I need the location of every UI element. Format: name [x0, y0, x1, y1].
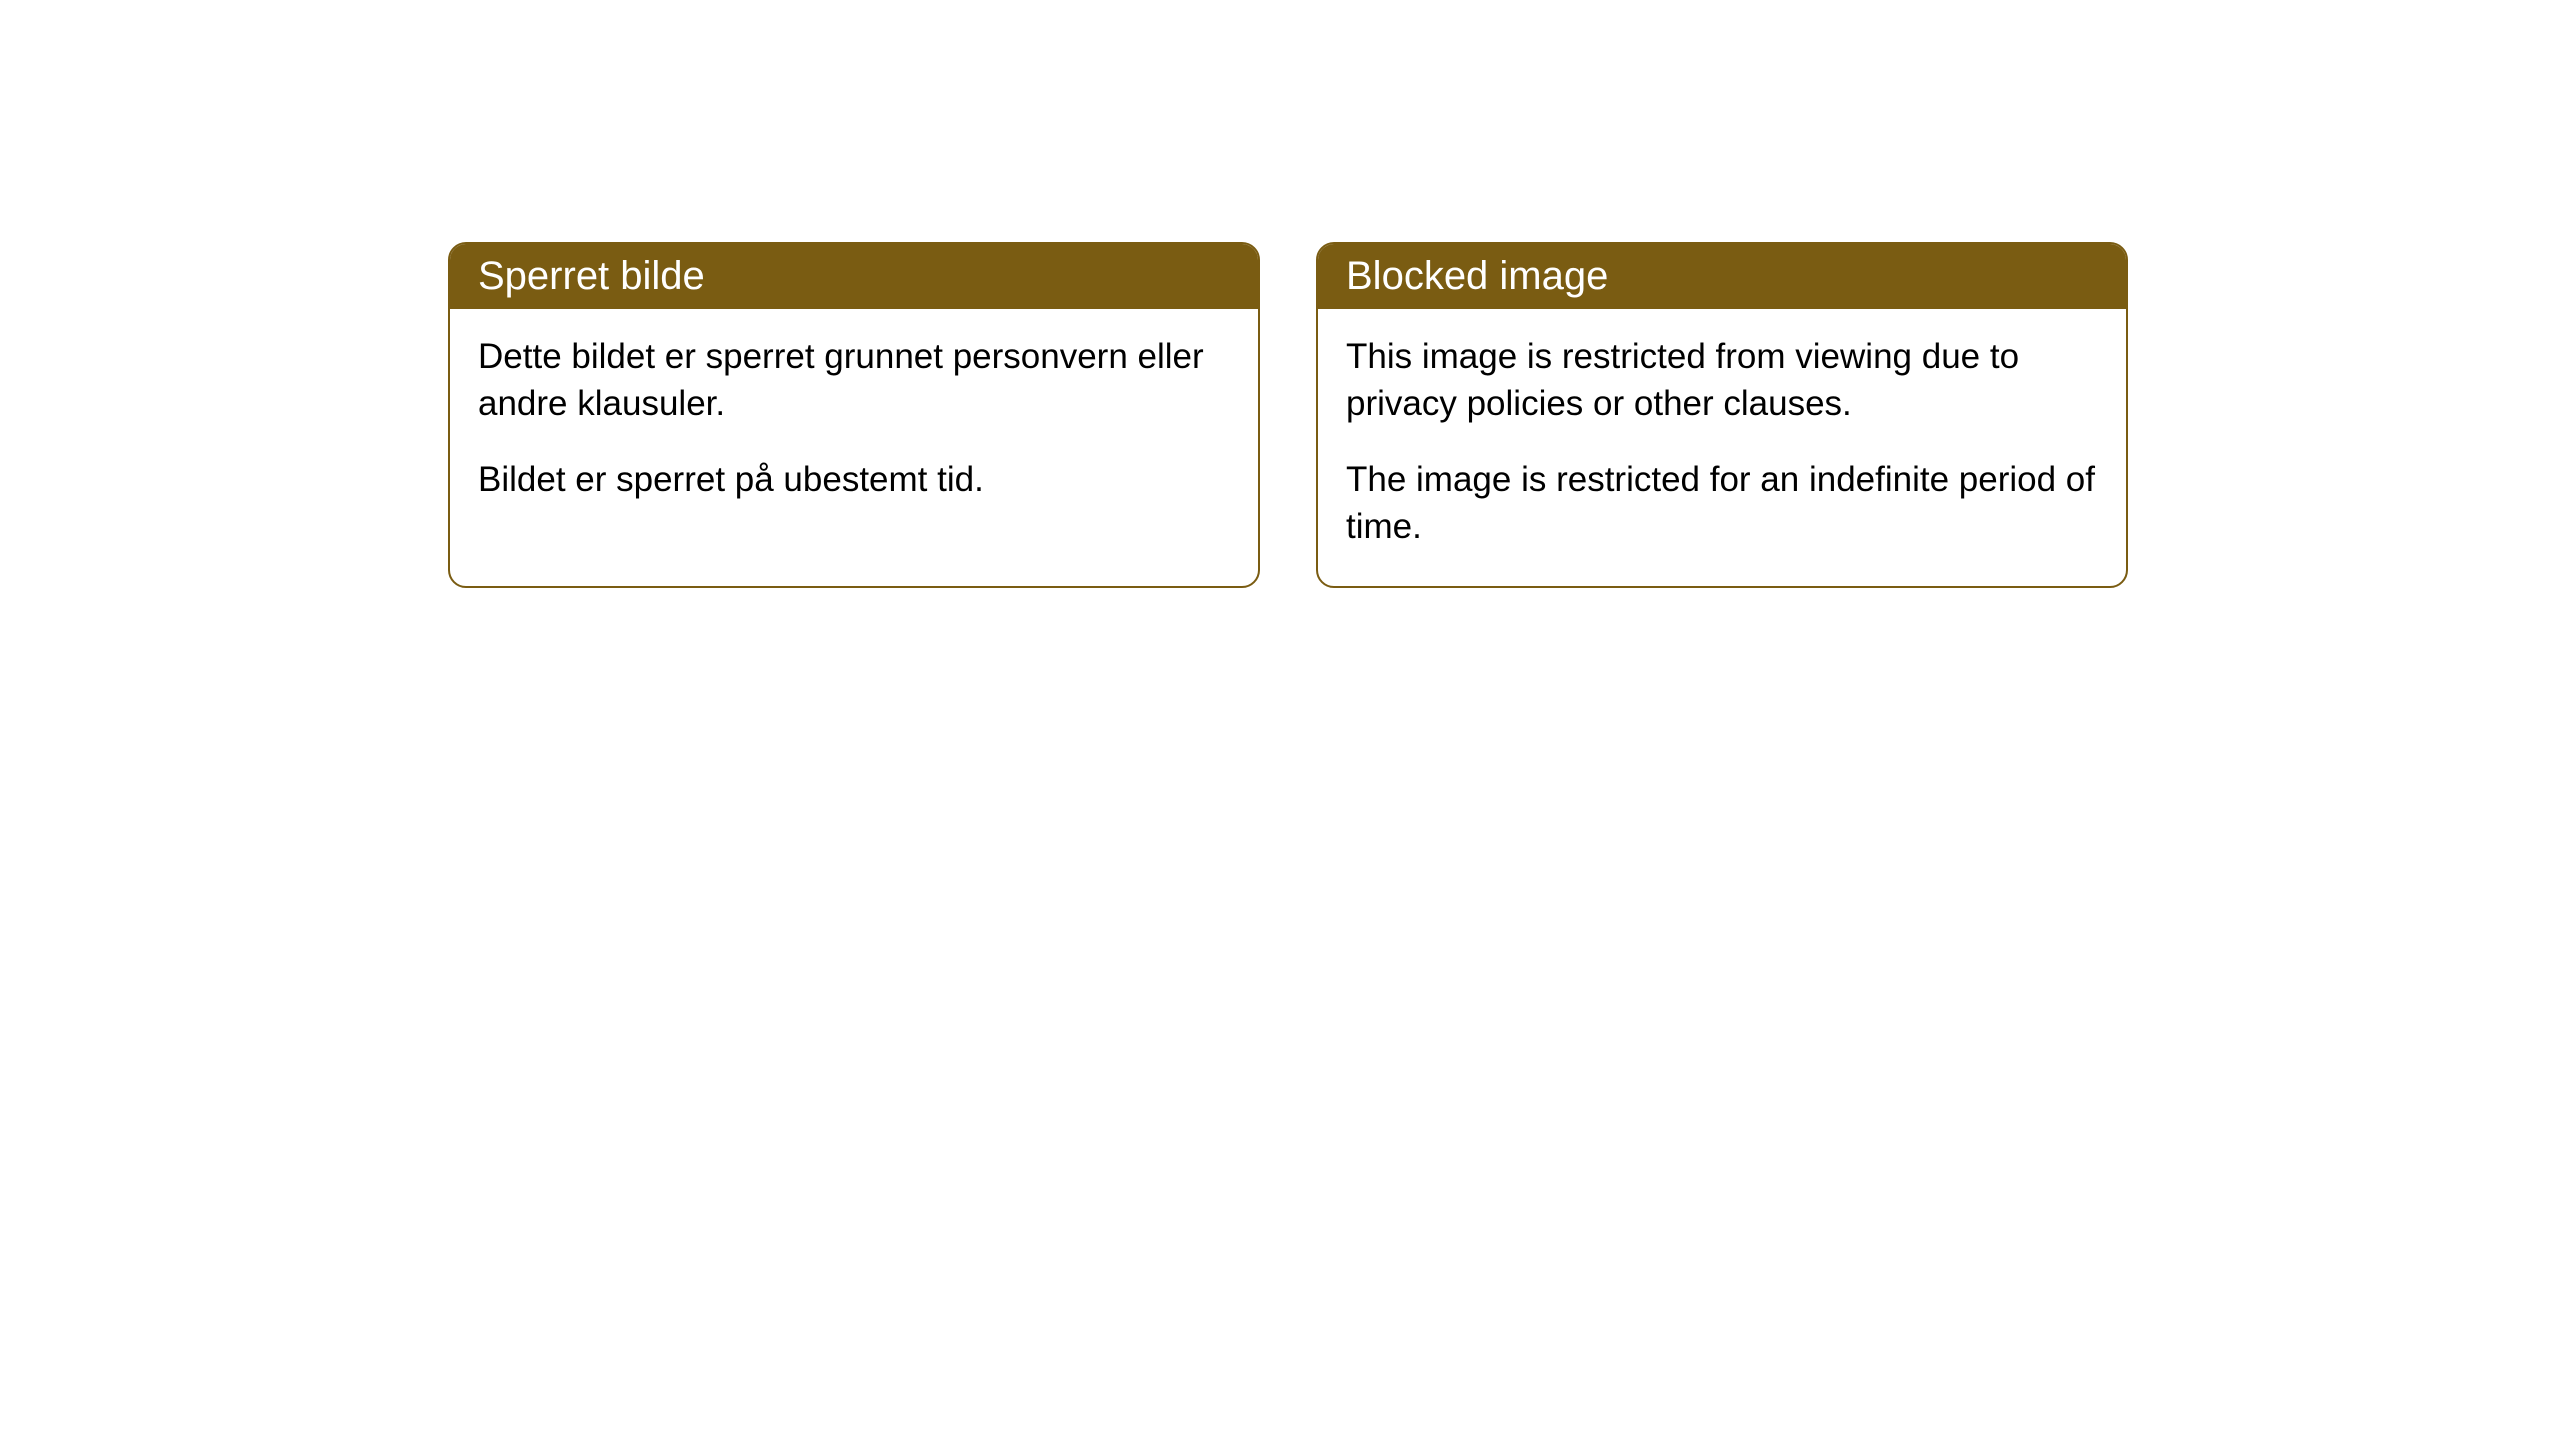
card-paragraph: This image is restricted from viewing du… — [1346, 333, 2098, 428]
card-paragraph: The image is restricted for an indefinit… — [1346, 456, 2098, 551]
card-paragraph: Bildet er sperret på ubestemt tid. — [478, 456, 1230, 503]
card-body: This image is restricted from viewing du… — [1318, 309, 2126, 586]
card-body: Dette bildet er sperret grunnet personve… — [450, 309, 1258, 539]
blocked-image-card-norwegian: Sperret bilde Dette bildet er sperret gr… — [448, 242, 1260, 588]
card-paragraph: Dette bildet er sperret grunnet personve… — [478, 333, 1230, 428]
card-header: Sperret bilde — [450, 244, 1258, 309]
notice-cards-container: Sperret bilde Dette bildet er sperret gr… — [0, 0, 2560, 588]
blocked-image-card-english: Blocked image This image is restricted f… — [1316, 242, 2128, 588]
card-header: Blocked image — [1318, 244, 2126, 309]
